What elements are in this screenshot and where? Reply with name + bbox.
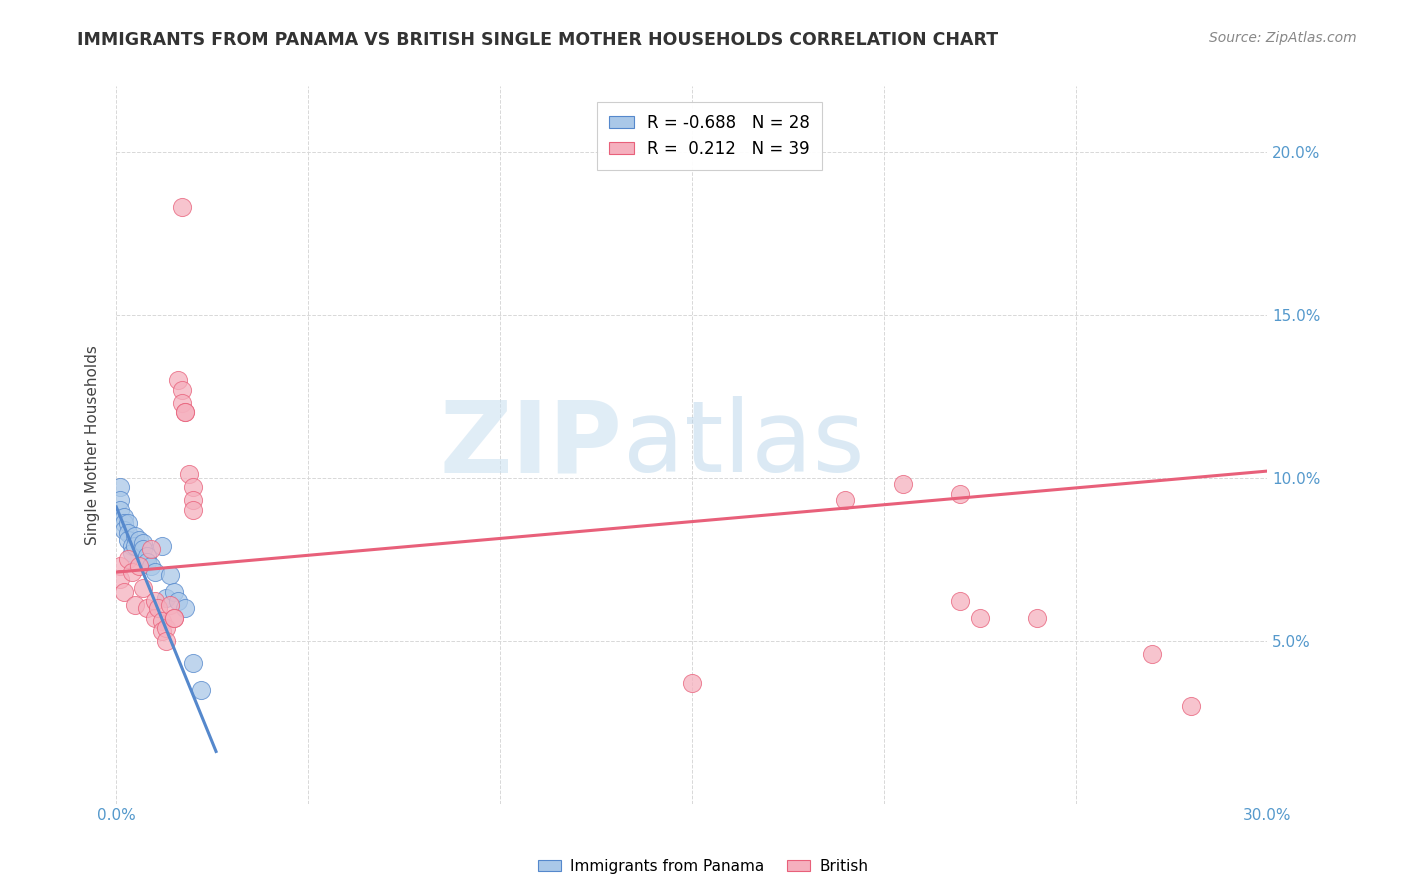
Point [121, 545, 143, 559]
Point [108, 572, 131, 586]
Point [179, 467, 201, 482]
Point [139, 542, 162, 557]
Point [1180, 698, 1202, 713]
Point [159, 568, 181, 582]
Point [108, 503, 131, 517]
Point [181, 657, 204, 671]
Point [150, 614, 173, 628]
Point [124, 539, 146, 553]
Legend: R = -0.688   N = 28, R =  0.212   N = 39: R = -0.688 N = 28, R = 0.212 N = 39 [598, 102, 821, 169]
Point [139, 558, 162, 573]
Point [159, 598, 181, 612]
Point [155, 591, 177, 606]
Point [128, 533, 150, 547]
Point [150, 539, 173, 553]
Point [112, 516, 135, 531]
Point [112, 509, 135, 524]
Point [166, 373, 188, 387]
Point [117, 526, 139, 541]
Point [132, 542, 155, 557]
Point [108, 480, 131, 494]
Point [132, 582, 155, 596]
Point [190, 682, 212, 697]
Point [1026, 611, 1049, 625]
Text: atlas: atlas [623, 396, 865, 493]
Point [181, 493, 204, 508]
Point [181, 480, 204, 494]
Text: Source: ZipAtlas.com: Source: ZipAtlas.com [1209, 31, 1357, 45]
Y-axis label: Single Mother Households: Single Mother Households [86, 345, 100, 545]
Point [108, 558, 131, 573]
Text: ZIP: ZIP [440, 396, 623, 493]
Point [117, 533, 139, 547]
Point [108, 493, 131, 508]
Point [136, 549, 159, 563]
Point [174, 405, 197, 419]
Point [170, 383, 193, 397]
Legend: Immigrants from Panama, British: Immigrants from Panama, British [531, 853, 875, 880]
Point [112, 584, 135, 599]
Point [128, 558, 150, 573]
Point [117, 516, 139, 531]
Point [124, 598, 146, 612]
Point [170, 395, 193, 409]
Point [891, 477, 914, 491]
Point [174, 601, 197, 615]
Point [834, 493, 856, 508]
Point [681, 676, 703, 690]
Point [181, 503, 204, 517]
Point [150, 624, 173, 638]
Point [155, 633, 177, 648]
Point [170, 200, 193, 214]
Point [148, 601, 170, 615]
Point [949, 594, 972, 608]
Point [117, 552, 139, 566]
Point [136, 555, 159, 569]
Point [166, 594, 188, 608]
Point [121, 539, 143, 553]
Point [1142, 647, 1164, 661]
Point [163, 584, 186, 599]
Point [163, 611, 186, 625]
Point [132, 536, 155, 550]
Point [143, 565, 166, 579]
Point [121, 565, 143, 579]
Point [174, 405, 197, 419]
Point [124, 529, 146, 543]
Text: IMMIGRANTS FROM PANAMA VS BRITISH SINGLE MOTHER HOUSEHOLDS CORRELATION CHART: IMMIGRANTS FROM PANAMA VS BRITISH SINGLE… [77, 31, 998, 49]
Point [143, 611, 166, 625]
Point [163, 611, 186, 625]
Point [949, 487, 972, 501]
Point [155, 621, 177, 635]
Point [112, 523, 135, 537]
Point [136, 601, 159, 615]
Point [143, 594, 166, 608]
Point [969, 611, 991, 625]
